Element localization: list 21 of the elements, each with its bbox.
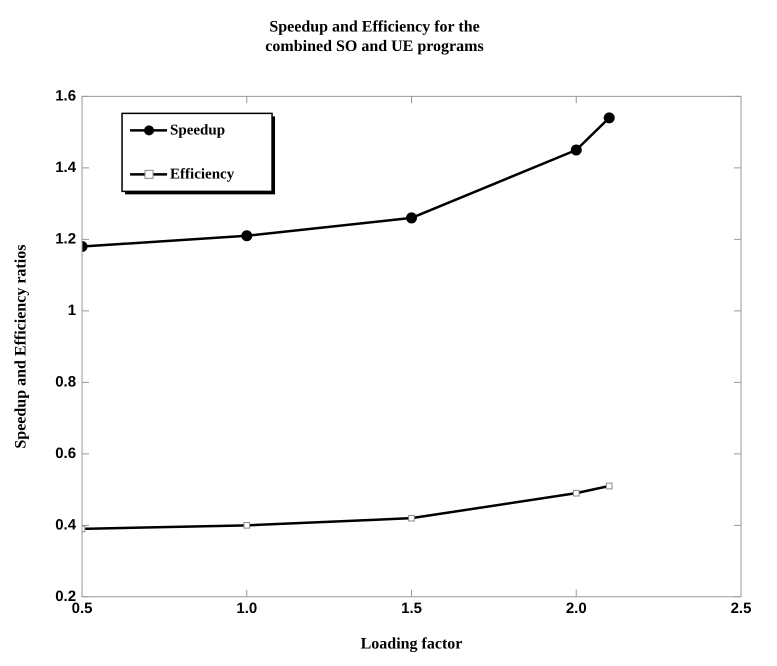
point <box>604 112 615 124</box>
x-tick-label: 2.0 <box>566 600 587 617</box>
y-tick-label: 1.6 <box>55 88 76 105</box>
x-tick-label: 1.0 <box>236 600 258 617</box>
y-tick-label: 1.4 <box>55 159 77 176</box>
legend-label: Efficiency <box>170 166 235 182</box>
x-tick-label: 2.5 <box>730 600 752 617</box>
y-tick-label: 1 <box>68 302 76 319</box>
y-tick-label: 0.8 <box>55 373 76 390</box>
y-tick-label: 0.4 <box>55 516 77 534</box>
y-tick-label: 1.2 <box>55 230 76 248</box>
x-tick-label: 1.5 <box>401 600 422 617</box>
x-axis-title: Loading factor <box>360 636 462 653</box>
y-tick-label: 0.6 <box>55 444 76 462</box>
point <box>241 230 252 242</box>
chart-title: Speedup and Efficiency for the combined SO and UE programs <box>265 18 484 55</box>
legend-label: Speedup <box>170 122 226 138</box>
y-axis-title: Speedup and Efficiency ratios <box>12 244 30 449</box>
point <box>570 144 582 156</box>
point <box>406 212 418 224</box>
x-tick-label: 0.5 <box>72 600 92 617</box>
